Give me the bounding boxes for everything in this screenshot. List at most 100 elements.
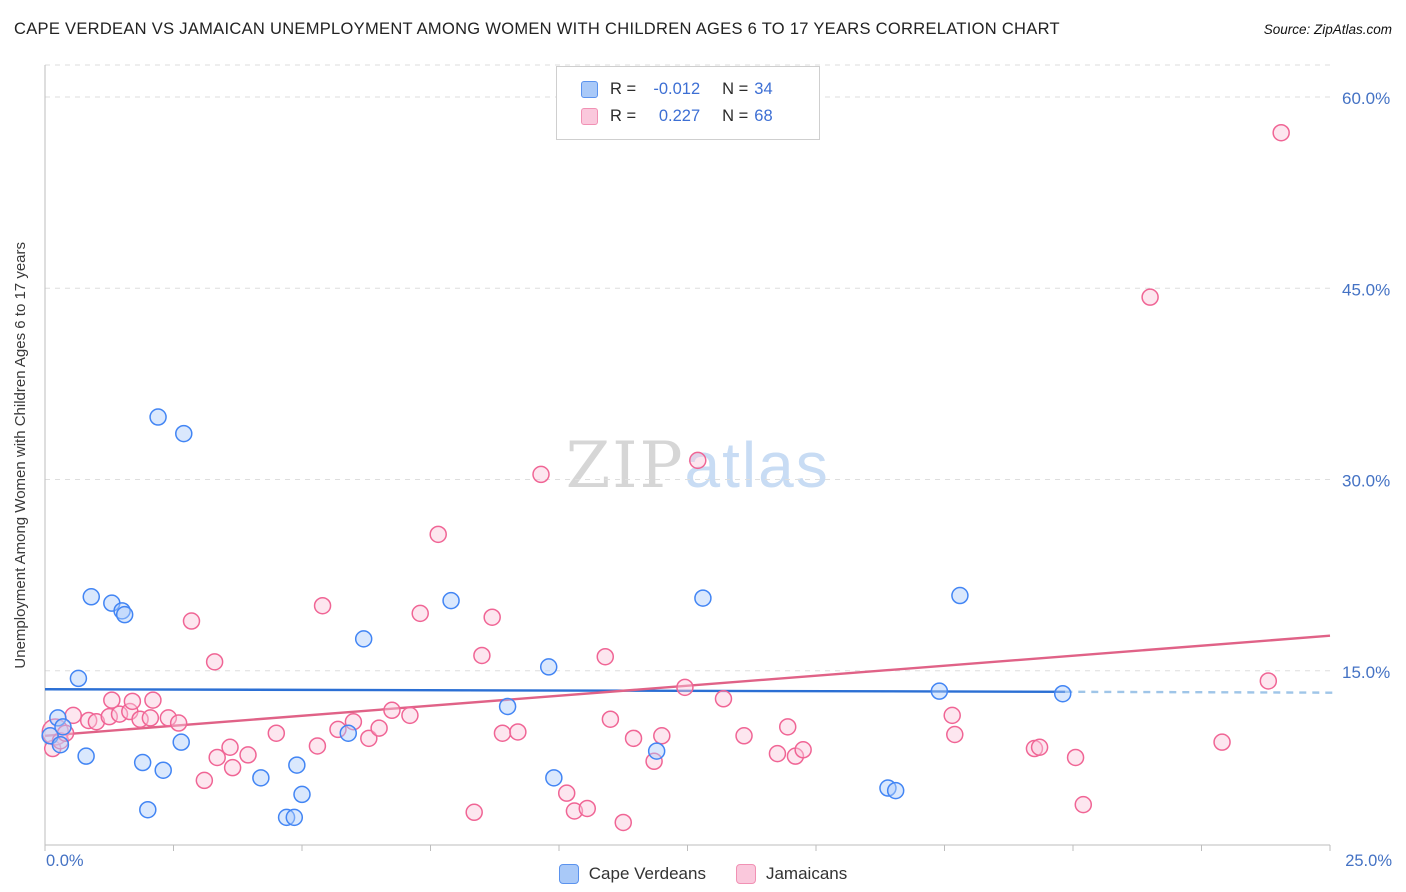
jamaicans-point [778, 718, 797, 736]
jamaicans-point [596, 647, 615, 666]
jamaicans-point [169, 714, 188, 732]
jamaicans-swatch-icon [735, 864, 756, 884]
jamaicans-point [401, 706, 419, 725]
cape-verdeans-swatch-icon [558, 864, 579, 884]
y-tick-label: 15.0% [1342, 663, 1390, 682]
jamaicans-point [239, 746, 257, 764]
cape-verdeans-point [49, 709, 67, 727]
cape-verdeans-point [133, 753, 152, 772]
jamaicans-point [735, 727, 753, 745]
jamaicans-point [267, 724, 286, 742]
x-axis-label-min: 0.0% [46, 852, 84, 870]
cape-verdeans-point [285, 808, 304, 827]
jamaicans-point [1030, 738, 1049, 756]
jamaicans-point [493, 724, 512, 742]
y-tick-label: 30.0% [1342, 472, 1390, 491]
cape-verdeans-point [77, 747, 95, 765]
jamaicans-point [946, 725, 964, 744]
cape-verdeans-point [694, 589, 712, 607]
jamaicans-point [182, 612, 201, 630]
jamaicans-point [465, 803, 483, 822]
jamaicans-point [383, 701, 401, 720]
jamaicans-point [768, 744, 787, 763]
cape-verdeans-point [139, 800, 157, 819]
n-value-jamaicans: 68 [754, 107, 773, 125]
jamaicans-point [483, 608, 501, 626]
correlation-legend: R = -0.012 N = 34 R = 0.227 N = 68 [556, 66, 820, 140]
jamaicans-point [601, 710, 620, 728]
jamaicans-point [411, 604, 429, 623]
cape-verdeans-point [951, 586, 969, 605]
jamaicans-point [123, 692, 142, 711]
jamaicans-point [360, 729, 378, 748]
jamaicans-point [943, 706, 961, 725]
n-label: N = [722, 107, 749, 125]
jamaicans-point [565, 802, 584, 820]
jamaicans-point [653, 727, 671, 745]
y-tick-label: 45.0% [1342, 280, 1390, 299]
jamaicans-point [794, 741, 812, 759]
jamaicans-point [1141, 288, 1159, 306]
jamaicans-point [1074, 795, 1093, 814]
series-legend: Cape Verdeans Jamaicans [0, 864, 1406, 884]
cape-verdeans-point [82, 588, 101, 606]
legend-item-jamaicans: Jamaicans [735, 864, 848, 884]
cape-verdeans-point [172, 733, 190, 751]
y-tick-label: 60.0% [1342, 89, 1390, 108]
cape-verdeans-point [175, 424, 193, 443]
zipatlas-watermark: ZIPatlas [566, 428, 830, 503]
cape-verdeans-point [149, 408, 167, 426]
cape-verdeans-point [288, 756, 306, 774]
cape-verdeans-point [293, 785, 311, 804]
cape-verdeans-point [442, 591, 460, 610]
jamaicans-point [208, 748, 226, 767]
n-label: N = [722, 80, 749, 98]
n-value-cape-verdeans: 34 [754, 80, 773, 98]
chart-title: CAPE VERDEAN VS JAMAICAN UNEMPLOYMENT AM… [14, 20, 1060, 38]
jamaicans-point [313, 596, 332, 615]
jamaicans-swatch-icon [581, 108, 598, 125]
x-axis-label-max: 25.0% [1345, 852, 1392, 870]
jamaicans-point [205, 653, 224, 671]
jamaicans-point [714, 690, 733, 708]
jamaicans-point [1213, 733, 1231, 751]
jamaicans-point [645, 752, 663, 771]
cape-verdeans-point [154, 761, 172, 779]
cape-verdeans-point [647, 742, 666, 760]
jamaicans-point [159, 709, 178, 727]
r-value-cape-verdeans: -0.012 [653, 80, 701, 98]
cape-verdeans-point [498, 697, 517, 716]
jamaicans-point [100, 707, 118, 726]
jamaicans-point [624, 729, 643, 748]
jamaicans-point [195, 771, 214, 790]
jamaicans-point [221, 738, 239, 756]
jamaicans-point [87, 713, 106, 731]
cape-verdeans-point [886, 781, 905, 800]
legend-row-cape-verdeans: R = -0.012 N = 34 [581, 76, 819, 103]
legend-label-cape-verdeans: Cape Verdeans [588, 864, 706, 883]
cape-verdeans-point [252, 769, 270, 787]
r-label: R = [610, 80, 637, 98]
jamaicans-point [614, 813, 632, 832]
jamaicans-point [329, 720, 347, 739]
cape-verdeans-point [339, 724, 358, 742]
jamaicans-point [110, 705, 129, 723]
jamaicans-point [370, 719, 388, 737]
cape-verdeans-swatch-icon [581, 81, 598, 98]
cape-verdeans-trend-line [44, 688, 1066, 693]
jamaicans-trend-line [44, 634, 1331, 737]
r-label: R = [610, 107, 637, 125]
jamaicans-point [578, 799, 597, 818]
jamaicans-point [429, 525, 447, 544]
cape-verdeans-trend-extension [1065, 690, 1338, 694]
jamaicans-point [689, 451, 707, 470]
jamaicans-point [1272, 123, 1290, 142]
jamaicans-point [223, 758, 242, 777]
legend-label-jamaicans: Jamaicans [765, 864, 848, 883]
jamaicans-point [509, 723, 527, 741]
cape-verdeans-point [354, 630, 373, 648]
jamaicans-point [532, 465, 550, 484]
watermark-zip: ZIP [565, 429, 685, 503]
